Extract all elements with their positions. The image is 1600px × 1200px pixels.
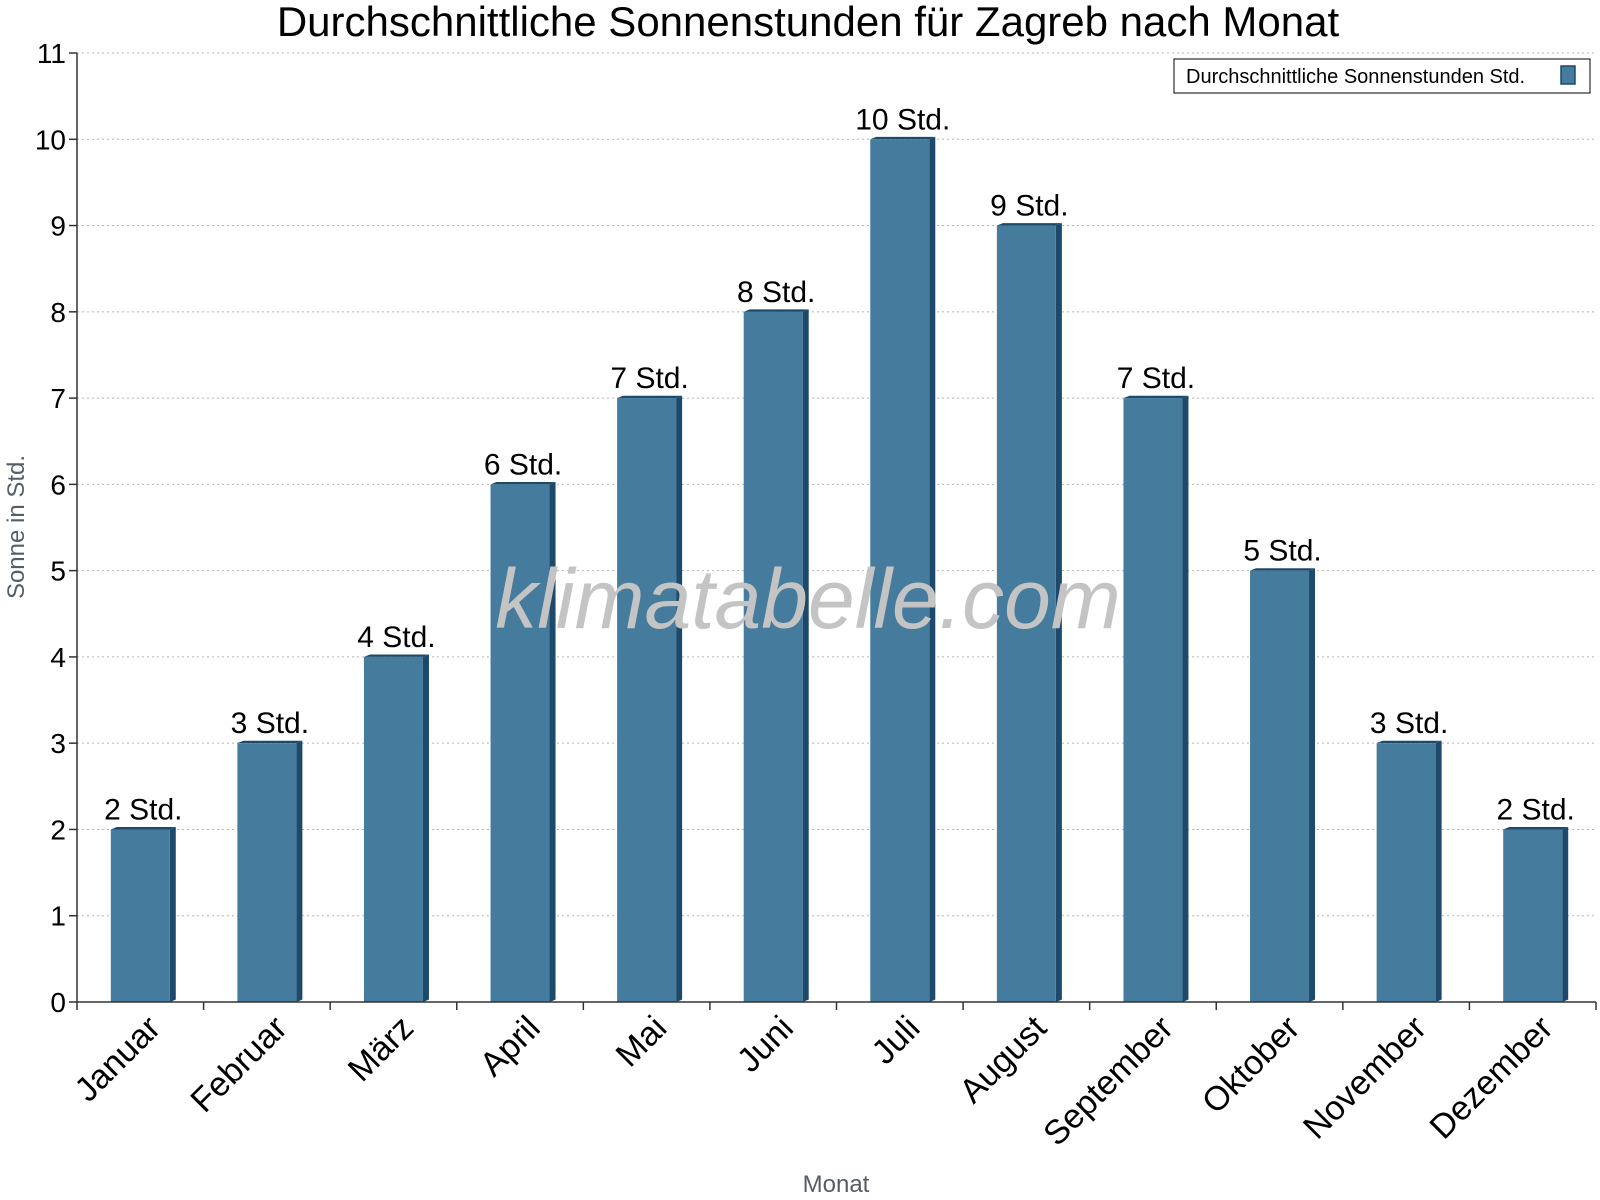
x-tick-label: November xyxy=(1296,1009,1434,1147)
x-tick-label: Juli xyxy=(864,1009,927,1072)
legend-label: Durchschnittliche Sonnenstunden Std. xyxy=(1186,66,1525,88)
bar-front xyxy=(1503,829,1563,1002)
bar-front xyxy=(1376,743,1436,1002)
data-label: 3 Std. xyxy=(231,707,309,740)
bar-front xyxy=(490,484,550,1002)
bar-top xyxy=(490,481,556,485)
data-label: 10 Std. xyxy=(855,103,950,136)
bar xyxy=(237,740,303,1002)
x-axis-label: Monat xyxy=(803,1171,870,1198)
data-label: 6 Std. xyxy=(484,448,562,481)
bar xyxy=(1503,827,1569,1002)
data-label: 2 Std. xyxy=(104,793,182,826)
bar-side xyxy=(1562,827,1569,1002)
bar-top xyxy=(237,740,303,744)
bar-top xyxy=(1503,827,1569,830)
y-tick-label: 5 xyxy=(50,556,66,587)
bar-front xyxy=(870,139,930,1003)
data-label: 3 Std. xyxy=(1370,707,1448,740)
data-label: 8 Std. xyxy=(737,276,815,309)
y-tick-label: 9 xyxy=(50,211,66,242)
bar-front xyxy=(617,398,677,1002)
bar-front xyxy=(237,743,297,1002)
x-tick-label: Mai xyxy=(609,1009,675,1075)
bar-side xyxy=(676,395,683,1002)
bar-front xyxy=(1123,398,1183,1002)
data-label: 4 Std. xyxy=(357,621,435,654)
y-tick-label: 2 xyxy=(50,814,66,845)
bar-side xyxy=(1182,395,1189,1002)
bar-side xyxy=(802,309,809,1002)
bar xyxy=(870,136,936,1003)
data-label: 2 Std. xyxy=(1497,793,1575,826)
data-labels: 2 Std. 3 Std. 4 Std. 6 Std. 7 Std. 8 Std. 10 S… xyxy=(104,103,1575,826)
bar-top xyxy=(617,395,683,399)
grid-lines xyxy=(77,52,1596,917)
bar-side xyxy=(169,827,176,1002)
data-label: 9 Std. xyxy=(990,190,1068,223)
data-label: 5 Std. xyxy=(1243,535,1321,568)
data-label: 7 Std. xyxy=(610,362,688,395)
bar-side xyxy=(422,654,429,1002)
bar-top xyxy=(743,309,809,312)
bar-front xyxy=(1250,570,1310,1002)
legend: Durchschnittliche Sonnenstunden Std. xyxy=(1173,58,1591,94)
y-axis-label: Sonne in Std. xyxy=(3,455,30,599)
bar-top xyxy=(1376,740,1442,744)
x-tick-label: August xyxy=(952,1008,1054,1110)
bar-side xyxy=(1055,223,1062,1003)
bar-front xyxy=(743,311,803,1002)
x-tick-label: Februar xyxy=(183,1009,294,1120)
bar-front xyxy=(363,656,423,1002)
bar xyxy=(1376,740,1442,1002)
watermark-text: klimatabelle.com xyxy=(495,552,1121,646)
x-tick-label: April xyxy=(473,1009,548,1084)
chart-title: Durchschnittliche Sonnenstunden für Zagr… xyxy=(277,0,1340,45)
bar xyxy=(617,395,683,1002)
bar-side xyxy=(549,481,556,1002)
bar-side xyxy=(929,136,936,1002)
bar-front xyxy=(996,225,1056,1002)
bar-top xyxy=(870,136,936,140)
bar-top xyxy=(363,654,429,657)
legend-box xyxy=(1173,58,1591,94)
x-tick-label: März xyxy=(341,1009,421,1089)
y-axis-ticks: 0 1 2 3 4 5 6 7 8 9 10 11 xyxy=(35,38,77,1018)
bar xyxy=(363,654,429,1002)
data-label: 7 Std. xyxy=(1117,362,1195,395)
bar xyxy=(490,481,556,1002)
bar xyxy=(743,309,809,1002)
bars xyxy=(110,136,1569,1003)
bar-top xyxy=(1123,395,1189,399)
bar xyxy=(110,827,176,1002)
x-tick-label: Juni xyxy=(730,1009,801,1080)
y-tick-label: 7 xyxy=(50,383,66,414)
bar-top xyxy=(996,223,1062,226)
x-tick-label: Oktober xyxy=(1195,1009,1307,1121)
bar-top xyxy=(110,827,176,830)
y-tick-label: 1 xyxy=(50,901,66,932)
y-tick-label: 8 xyxy=(50,297,66,328)
y-tick-label: 0 xyxy=(50,987,66,1018)
bar-top xyxy=(1250,568,1316,571)
bar xyxy=(996,223,1062,1003)
bar-front xyxy=(110,829,170,1002)
bar xyxy=(1123,395,1189,1002)
y-tick-label: 4 xyxy=(50,642,66,673)
bar-side xyxy=(1435,740,1442,1002)
x-tick-label: September xyxy=(1036,1009,1180,1153)
x-tick-label: Januar xyxy=(68,1009,168,1109)
y-tick-label: 11 xyxy=(37,38,66,69)
y-tick-label: 10 xyxy=(35,124,66,155)
x-tick-label: Dezember xyxy=(1423,1009,1561,1147)
y-tick-label: 3 xyxy=(50,728,66,759)
legend-swatch xyxy=(1560,65,1576,85)
bar xyxy=(1250,568,1316,1002)
y-tick-label: 6 xyxy=(50,469,66,500)
x-axis-ticks: Januar Februar März April Mai Juni Juli AugustS… xyxy=(68,1002,1597,1153)
bar-side xyxy=(1309,568,1316,1002)
bar-side xyxy=(296,740,303,1002)
